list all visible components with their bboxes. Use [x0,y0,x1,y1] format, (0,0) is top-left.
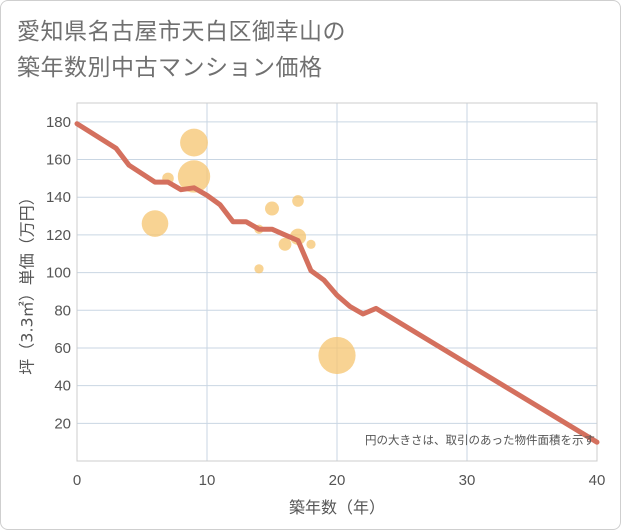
bubble-point [306,239,316,249]
bubble-point [254,264,264,274]
bubble-point [278,237,292,251]
y-tick-label: 80 [54,302,71,319]
x-tick-label: 30 [459,472,476,489]
bubble-point [265,201,279,216]
y-tick-label: 180 [46,114,71,131]
y-tick-label: 140 [46,189,71,206]
y-axis-title: 坪（3.3㎡）単価（万円） [18,189,37,374]
bubble-point [180,128,208,157]
y-tick-label: 160 [46,152,71,169]
x-axis-title: 築年数（年） [289,498,385,517]
chart-title: 愛知県名古屋市天白区御幸山の 築年数別中古マンション価格 [17,14,346,86]
bubble-series [141,128,356,375]
plot-area [76,102,598,462]
y-tick-label: 60 [54,340,71,357]
x-tick-labels: 0 10 20 30 40 [73,472,606,489]
title-line-1: 愛知県名古屋市天白区御幸山の [17,19,346,45]
trend-line [74,121,600,445]
bubble-point [318,336,356,375]
y-tick-label: 20 [54,415,71,432]
y-tick-label: 120 [46,227,71,244]
y-tick-label: 40 [54,378,71,395]
bubble-point [292,195,304,207]
grid-lines [77,103,597,461]
x-tick-label: 10 [199,472,216,489]
bubble-point [141,210,169,237]
title-line-2: 築年数別中古マンション価格 [17,55,323,81]
x-tick-label: 20 [329,472,346,489]
x-tick-label: 0 [73,472,81,489]
y-tick-labels: 20 40 60 80 100 120 140 160 180 [46,114,71,432]
y-tick-label: 100 [46,265,71,282]
bubble-size-note: 円の大きさは、取引のあった物件面積を示す [365,433,595,447]
x-tick-label: 40 [589,472,606,489]
bubble-point [177,160,211,193]
